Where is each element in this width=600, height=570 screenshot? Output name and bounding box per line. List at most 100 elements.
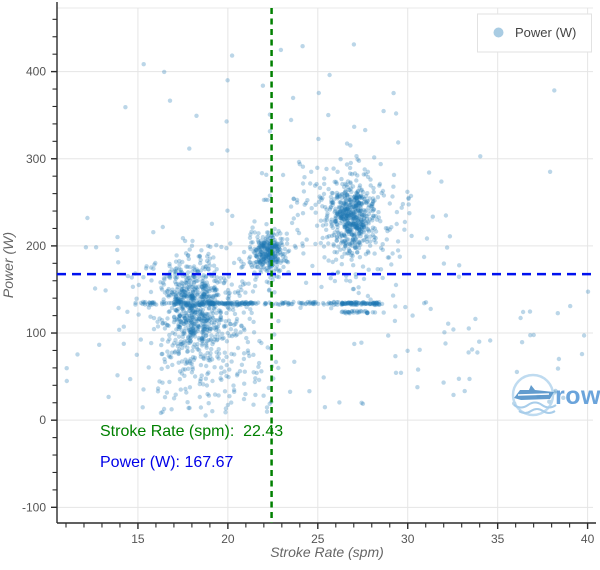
data-point[interactable] [310, 301, 316, 307]
data-point[interactable] [208, 301, 213, 306]
data-point[interactable] [240, 302, 245, 307]
data-point[interactable] [160, 321, 166, 326]
data-point[interactable] [353, 236, 358, 241]
data-point[interactable] [211, 285, 216, 291]
data-point[interactable] [176, 306, 181, 312]
data-point[interactable] [528, 333, 533, 338]
data-point[interactable] [272, 243, 277, 249]
data-point[interactable] [191, 280, 197, 286]
data-point[interactable] [344, 207, 349, 213]
data-point[interactable] [222, 302, 227, 307]
data-point[interactable] [212, 288, 218, 293]
data-point[interactable] [393, 370, 399, 375]
data-point[interactable] [189, 315, 195, 320]
data-point[interactable] [184, 318, 189, 323]
data-point[interactable] [227, 333, 232, 338]
data-point[interactable] [259, 258, 264, 264]
data-point[interactable] [259, 247, 264, 252]
data-point[interactable] [355, 226, 360, 231]
data-point[interactable] [345, 217, 350, 222]
data-point[interactable] [335, 212, 340, 217]
data-point[interactable] [210, 378, 215, 384]
data-point[interactable] [226, 291, 231, 296]
data-point[interactable] [136, 282, 141, 288]
data-point[interactable] [276, 228, 281, 234]
data-point[interactable] [374, 300, 379, 306]
data-point[interactable] [285, 300, 290, 306]
data-point[interactable] [167, 337, 172, 342]
data-point[interactable] [214, 287, 219, 292]
data-point[interactable] [214, 324, 219, 330]
data-point[interactable] [178, 299, 183, 304]
data-point[interactable] [166, 292, 172, 298]
data-point[interactable] [389, 225, 394, 230]
data-point[interactable] [331, 232, 337, 238]
data-point[interactable] [155, 389, 161, 394]
data-point[interactable] [171, 319, 177, 325]
data-point[interactable] [340, 216, 345, 221]
data-point[interactable] [143, 266, 149, 271]
data-point[interactable] [251, 260, 256, 266]
data-point[interactable] [272, 238, 277, 243]
data-point[interactable] [286, 302, 291, 307]
data-point[interactable] [372, 301, 377, 307]
data-point[interactable] [283, 300, 288, 305]
data-point[interactable] [360, 264, 366, 269]
data-point[interactable] [338, 213, 343, 218]
data-point[interactable] [197, 309, 203, 314]
data-point[interactable] [370, 301, 376, 306]
data-point[interactable] [193, 310, 198, 315]
data-point[interactable] [373, 240, 378, 245]
data-point[interactable] [210, 301, 216, 306]
data-point[interactable] [177, 313, 183, 319]
data-point[interactable] [193, 309, 198, 314]
data-point[interactable] [169, 355, 174, 360]
data-point[interactable] [349, 301, 354, 306]
data-point[interactable] [276, 302, 281, 307]
data-point[interactable] [385, 226, 390, 231]
data-point[interactable] [167, 275, 173, 281]
data-point[interactable] [351, 286, 356, 292]
data-point[interactable] [282, 251, 287, 257]
data-point[interactable] [274, 259, 279, 264]
data-point[interactable] [377, 302, 382, 307]
data-point[interactable] [217, 335, 223, 340]
data-point[interactable] [274, 263, 280, 268]
data-point[interactable] [263, 197, 268, 202]
data-point[interactable] [216, 351, 222, 356]
data-point[interactable] [344, 212, 349, 217]
data-point[interactable] [342, 201, 347, 207]
data-point[interactable] [218, 376, 223, 381]
data-point[interactable] [371, 213, 376, 218]
data-point[interactable] [200, 335, 205, 340]
data-point[interactable] [309, 206, 314, 211]
data-point[interactable] [301, 251, 306, 256]
data-point[interactable] [335, 211, 340, 217]
data-point[interactable] [198, 362, 204, 368]
data-point[interactable] [337, 209, 342, 214]
data-point[interactable] [345, 211, 350, 216]
data-point[interactable] [346, 205, 351, 210]
data-point[interactable] [278, 260, 283, 265]
data-point[interactable] [212, 286, 217, 291]
data-point[interactable] [272, 244, 278, 250]
data-point[interactable] [341, 207, 347, 213]
data-point[interactable] [128, 376, 133, 382]
data-point[interactable] [177, 313, 183, 319]
data-point[interactable] [402, 227, 407, 232]
data-point[interactable] [189, 243, 195, 248]
data-point[interactable] [264, 230, 270, 235]
data-point[interactable] [226, 374, 231, 380]
data-point[interactable] [195, 347, 200, 352]
data-point[interactable] [334, 235, 339, 240]
data-point[interactable] [201, 318, 206, 324]
data-point[interactable] [273, 244, 279, 249]
data-point[interactable] [269, 245, 274, 250]
data-point[interactable] [337, 193, 343, 199]
data-point[interactable] [300, 211, 306, 216]
data-point[interactable] [83, 245, 89, 250]
data-point[interactable] [145, 302, 151, 307]
data-point[interactable] [342, 238, 348, 244]
data-point[interactable] [207, 328, 212, 334]
data-point[interactable] [239, 323, 244, 328]
